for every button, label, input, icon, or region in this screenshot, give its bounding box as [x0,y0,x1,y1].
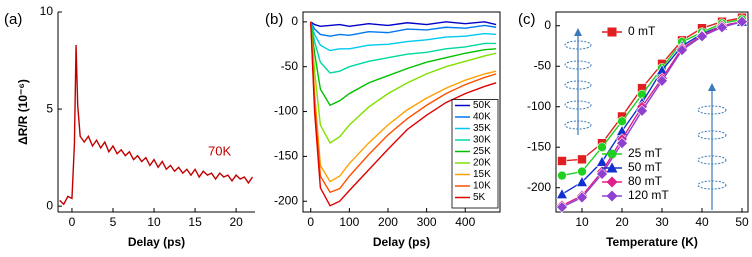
marker [636,104,648,117]
x-tick-label: 300 [417,215,437,229]
y-tick-label: -50 [534,58,552,72]
marker [556,201,568,214]
x-tick-label: 30 [655,215,669,229]
marker [596,168,608,180]
marker [656,74,668,87]
y-tick-label: -150 [527,139,551,153]
legend-label: 10K [473,181,491,192]
legend-label: 25K [473,146,491,157]
data-line [310,21,497,107]
marker [736,15,748,28]
x-tick-label: 0 [307,215,314,229]
marker [555,188,569,199]
panel-label: (b) [265,11,283,28]
annotation: 70K [208,143,231,158]
legend-marker [607,149,617,159]
legend-label: 5K [473,192,486,203]
x-tick-label: 200 [378,215,398,229]
data-line [310,21,497,74]
y-tick-label: -50 [281,59,299,73]
y-tick-label: 5 [46,101,53,115]
x-tick-label: 20 [615,215,629,229]
marker [617,116,627,127]
legend-label: 120 mT [628,188,669,202]
x-tick-label: 50 [735,215,749,229]
data-line [310,21,497,207]
data-line [561,18,743,177]
data-line [561,21,743,207]
marker [696,30,708,43]
y-tick-label: 0 [544,18,551,32]
data-line [310,21,497,144]
legend-label: 50 mT [628,160,663,174]
x-tick-label: 5 [110,215,117,229]
y-tick-label: 10 [40,4,54,18]
legend-marker [607,27,617,37]
y-tick-label: -100 [527,99,551,113]
legend-label: 15K [473,169,491,180]
y-tick-label: 0 [46,198,53,212]
y-tick-label: -100 [274,104,298,118]
x-tick-label: 10 [575,215,589,229]
marker [575,175,589,187]
marker [557,156,567,166]
panel-label: (c) [518,11,536,28]
legend-label: 80 mT [628,174,663,188]
marker [676,44,688,56]
legend-label: 50K [473,100,491,111]
marker [597,142,607,153]
data-line [310,21,497,52]
plot-frame [555,11,749,213]
legend-label: 0 mT [628,24,656,38]
legend-marker [606,162,618,173]
data-line [310,21,497,183]
panel-label: (a) [4,11,22,28]
data-line [561,21,743,208]
spin-diagram [564,28,727,210]
data-line [59,44,254,206]
x-tick-label: 0 [69,215,76,229]
legend-label: 20K [473,158,491,169]
x-tick-label: 100 [339,215,359,229]
data-line [310,21,497,194]
data-line [310,21,497,37]
legend-marker [606,176,618,188]
x-tick-label: 10 [147,215,161,229]
x-axis-title: Delay (ps) [373,235,430,249]
marker [716,21,728,34]
marker [557,170,567,181]
x-tick-label: 40 [695,215,709,229]
y-tick-label: 0 [291,14,298,28]
x-tick-label: 20 [229,215,243,229]
marker [616,137,628,150]
x-axis-title: Temperature (K) [606,235,698,249]
marker [577,166,587,177]
y-tick-label: -200 [527,180,551,194]
x-tick-label: 15 [188,215,202,229]
legend-label: 30K [473,135,491,146]
marker [576,191,588,204]
x-axis-title: Delay (ps) [128,235,185,249]
legend-marker [606,190,618,202]
x-tick-label: 400 [455,215,475,229]
legend-label: 35K [473,123,491,134]
y-tick-label: -150 [274,149,298,163]
marker [577,154,587,165]
y-axis-title: ΔR/R (10⁻⁶) [16,79,30,145]
y-tick-label: -200 [274,193,298,207]
legend-label: 40K [473,112,491,123]
legend-label: 25 mT [628,146,663,160]
data-line [561,21,743,195]
data-line [310,21,497,28]
data-line [561,16,743,162]
